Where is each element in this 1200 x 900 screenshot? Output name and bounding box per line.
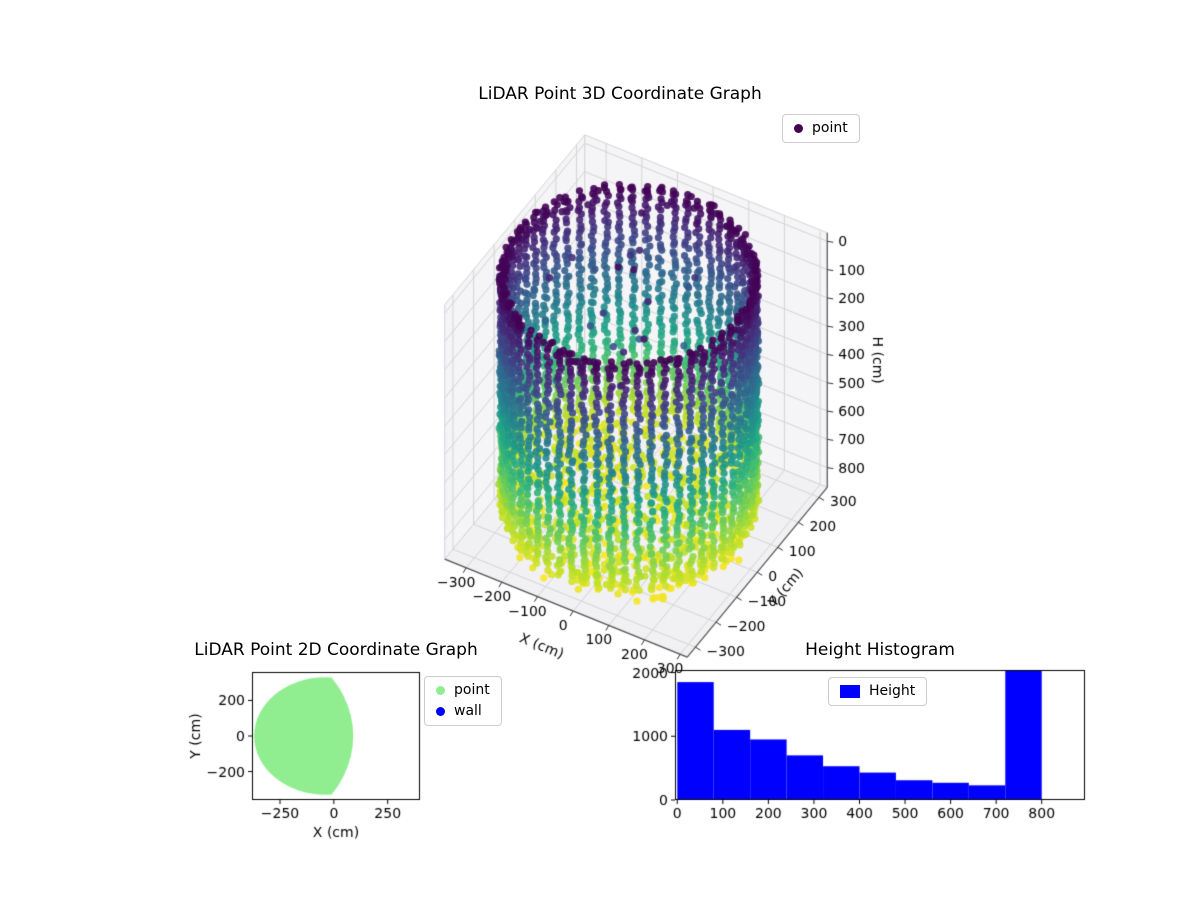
plot-histogram: Height Histogram Height bbox=[600, 635, 1160, 850]
legend-entry-wall: wall bbox=[436, 703, 490, 720]
height-patch-icon bbox=[840, 685, 860, 698]
legend-label-wall: wall bbox=[454, 703, 482, 719]
legend-entry-point: point bbox=[794, 120, 848, 137]
plot-3d-title: LiDAR Point 3D Coordinate Graph bbox=[478, 84, 762, 104]
histogram-canvas bbox=[600, 635, 1160, 850]
point-marker-icon bbox=[436, 686, 445, 695]
plot-3d-legend: point bbox=[782, 114, 860, 143]
scatter2d-canvas bbox=[160, 635, 560, 850]
histogram-title: Height Histogram bbox=[805, 640, 955, 660]
legend-entry-point: point bbox=[436, 682, 490, 699]
plot-2d-title: LiDAR Point 2D Coordinate Graph bbox=[194, 640, 478, 660]
legend-label-point: point bbox=[812, 120, 848, 136]
histogram-legend: Height bbox=[828, 677, 928, 706]
legend-label-height: Height bbox=[869, 683, 916, 699]
legend-entry-height: Height bbox=[840, 683, 915, 700]
plot-2d-legend: point wall bbox=[424, 676, 502, 726]
scatter3d-canvas bbox=[280, 80, 960, 680]
plot-3d: LiDAR Point 3D Coordinate Graph point bbox=[280, 80, 960, 680]
wall-marker-icon bbox=[436, 707, 445, 716]
legend-label-point: point bbox=[454, 682, 490, 698]
plot-2d: LiDAR Point 2D Coordinate Graph point wa… bbox=[160, 635, 560, 850]
point-marker-icon bbox=[794, 124, 803, 133]
